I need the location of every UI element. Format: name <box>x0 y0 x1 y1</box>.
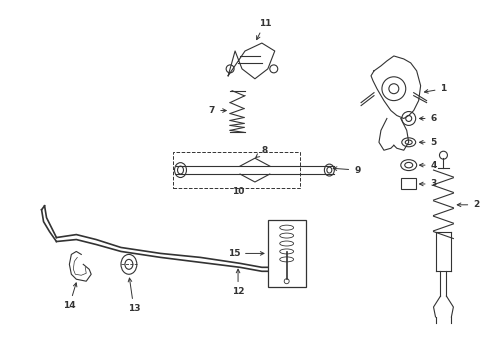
Text: 1: 1 <box>424 84 447 93</box>
Text: 6: 6 <box>419 114 437 123</box>
Text: 4: 4 <box>419 161 437 170</box>
Text: 14: 14 <box>63 283 77 310</box>
Text: 2: 2 <box>457 200 480 209</box>
Text: 3: 3 <box>419 180 437 189</box>
Text: 7: 7 <box>209 106 226 115</box>
Text: 10: 10 <box>232 188 244 197</box>
Text: 13: 13 <box>127 278 140 313</box>
Text: 12: 12 <box>232 269 245 296</box>
Text: 5: 5 <box>419 138 437 147</box>
Text: 11: 11 <box>257 19 271 40</box>
Text: 15: 15 <box>227 249 264 258</box>
Text: 8: 8 <box>256 146 268 157</box>
Text: 9: 9 <box>333 166 361 175</box>
